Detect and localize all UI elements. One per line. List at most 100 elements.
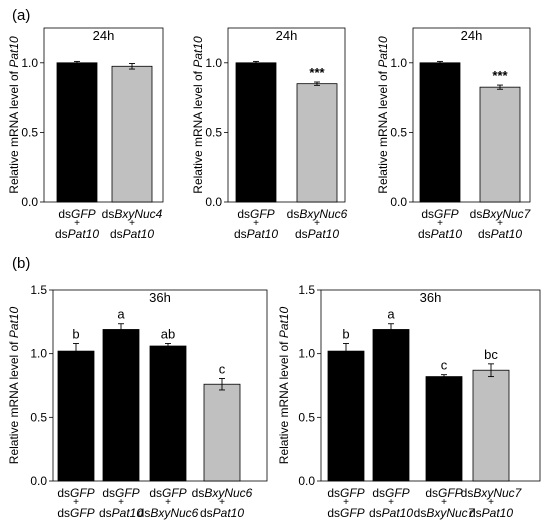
plot-frame [412,27,531,203]
y-tick-label: 0.5 [21,125,38,139]
chart-title: 24h [93,28,115,43]
significance-label: bc [484,347,498,362]
panel-label-a: (a) [12,7,30,24]
y-tick-label: 0.5 [298,410,315,424]
category-label: dsPat10 [369,506,413,520]
bar [419,62,461,203]
category-label: dsPat10 [55,227,99,241]
chart-5: 0.0 0.5 1.0 1.5 36h Relative mRNA level of Pa… [277,283,541,520]
chart-title: 24h [461,28,483,43]
significance-label: a [387,307,395,322]
bar [327,350,365,482]
category-label: dsBxyNuc4 [102,207,163,221]
category-label-plus: + [118,497,124,508]
chart-title: 36h [149,290,171,305]
category-label: dsPat10 [469,506,513,520]
significance-label: *** [309,65,325,80]
category-label: dsPat10 [200,506,244,520]
category-label: dsGFP [57,506,94,520]
category-label: dsPat10 [418,227,462,241]
category-label: dsGFP [149,486,186,500]
category-label: dsGFP [372,486,409,500]
bar [372,329,410,482]
category-label: dsBxyNuc7 [414,506,476,520]
y-tick-label: 1.5 [30,283,47,297]
y-tick-label: 0.0 [21,195,38,209]
category-label: dsGFP [421,207,458,221]
panel-label-b: (b) [12,255,30,272]
category-label-plus: + [253,218,259,229]
category-label-plus: + [488,497,494,508]
category-label: dsBxyNuc7 [470,207,532,221]
category-label: dsBxyNuc6 [287,207,348,221]
y-tick-label: 1.0 [205,56,222,70]
plot-frame [227,27,346,203]
category-label: dsGFP [57,486,94,500]
plot-frame [43,27,164,203]
category-label-plus: + [437,218,443,229]
category-label-plus: + [165,497,171,508]
bar [57,350,95,482]
bar [203,383,241,482]
chart-4: 0.0 0.5 1.0 1.5 36h Relative mRNA level of Pa… [7,283,268,520]
bar [235,62,277,203]
category-label: dsGFP [425,486,462,500]
category-label: dsBxyNuc7 [461,486,523,500]
category-label-plus: + [219,497,225,508]
category-label: dsPat10 [234,227,278,241]
y-tick-label: 1.0 [390,56,407,70]
category-label-plus: + [441,497,447,508]
bar [149,345,187,482]
y-tick-label: 1.5 [298,283,315,297]
category-label: dsPat10 [478,227,522,241]
bar [479,86,521,203]
y-axis-label: Relative mRNA level of Pat10 [7,306,21,464]
category-label: dsPat10 [99,506,143,520]
bar [56,62,98,203]
category-label: dsGFP [102,486,139,500]
y-tick-label: 0.0 [298,474,315,488]
significance-label: b [342,326,349,341]
category-label: dsBxyNuc6 [192,486,253,500]
chart-1: 0.0 0.5 1.0 24h Relative mRNA level of Pat10… [7,27,164,241]
y-tick-label: 0.5 [390,125,407,139]
category-label-plus: + [497,218,503,229]
category-label: dsGFP [237,207,274,221]
significance-label: a [117,307,125,322]
category-label-plus: + [129,218,135,229]
y-tick-label: 0.0 [30,474,47,488]
category-label: dsGFP [327,486,364,500]
y-tick-label: 1.0 [21,56,38,70]
category-label-plus: + [314,218,320,229]
y-tick-label: 0.0 [390,195,407,209]
y-axis-label: Relative mRNA level of Pat10 [191,36,205,194]
significance-label: b [72,326,79,341]
y-axis-label: Relative mRNA level of Pat10 [277,306,291,464]
category-label-plus: + [343,497,349,508]
category-label: dsPat10 [295,227,339,241]
significance-label: c [219,361,226,376]
category-label: dsGFP [58,207,95,221]
chart-title: 24h [276,28,298,43]
significance-label: c [441,358,448,373]
category-label: dsGFP [327,506,364,520]
category-label-plus: + [73,497,79,508]
chart-3: 0.0 0.5 1.0 24h Relative mRNA level of Pat10… [376,27,532,241]
category-label: dsPat10 [110,227,154,241]
y-axis-label: Relative mRNA level of Pat10 [376,36,390,194]
bar [102,329,140,482]
bar [111,65,153,203]
bar [425,376,463,482]
y-tick-label: 1.0 [30,347,47,361]
y-axis-label: Relative mRNA level of Pat10 [7,36,21,194]
bar [296,83,338,203]
significance-label: *** [492,68,508,83]
category-label-plus: + [388,497,394,508]
category-label: dsBxyNuc6 [138,506,199,520]
y-tick-label: 0.5 [205,125,222,139]
chart-title: 36h [420,290,442,305]
chart-2: 0.0 0.5 1.0 24h Relative mRNA level of Pat10… [191,27,348,241]
y-tick-label: 0.0 [205,195,222,209]
category-label-plus: + [74,218,80,229]
